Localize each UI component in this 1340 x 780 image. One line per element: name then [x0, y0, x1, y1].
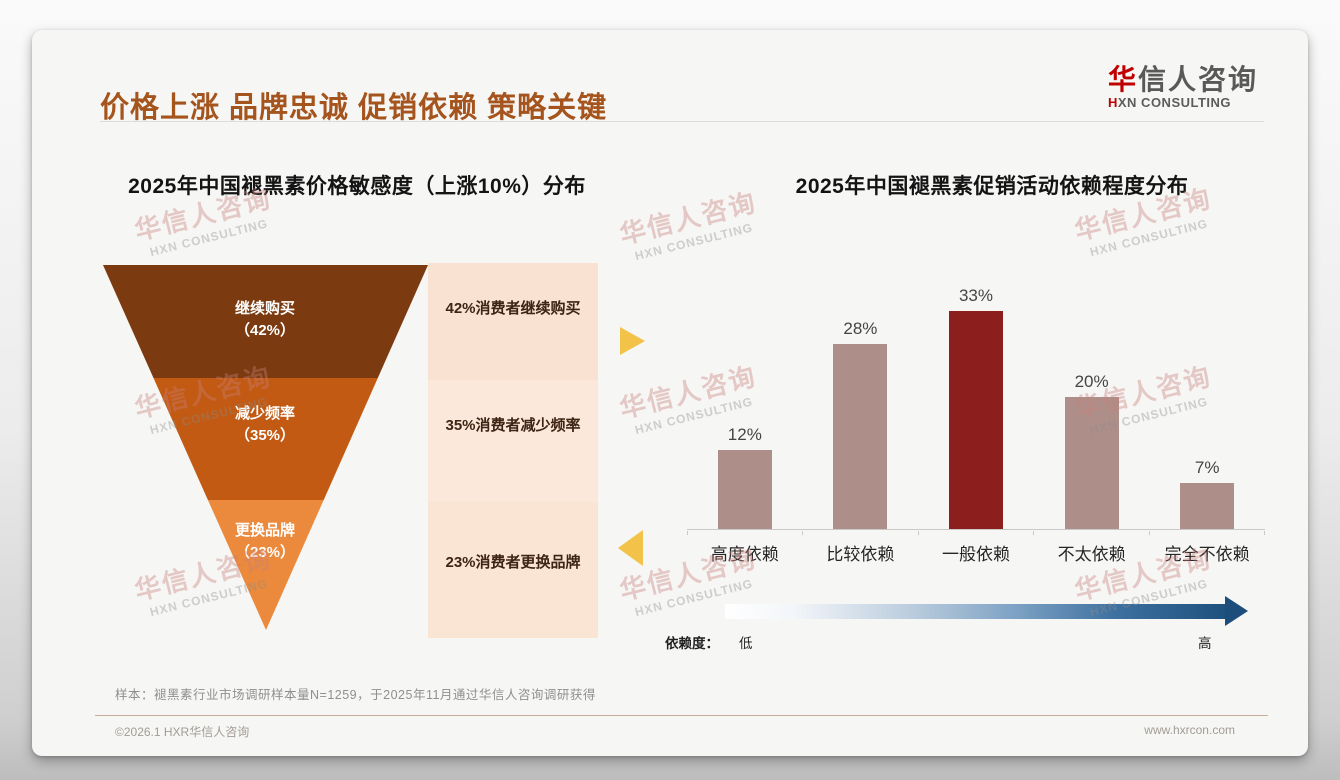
funnel-annotation-band: [428, 502, 598, 638]
slide-card: 价格上涨 品牌忠诚 促销依赖 策略关键 华信人咨询 HXN CONSULTING…: [32, 30, 1308, 756]
funnel-segment-label: 继续购买 （42%）: [234, 300, 296, 339]
bar-value-label: 7%: [1194, 457, 1220, 477]
x-axis-category-labels: 高度依赖 比较依赖 一般依赖 不太依赖 完全不依赖: [687, 540, 1265, 565]
bar-chart-plot: 12% 28% 33% 20% 7%: [687, 278, 1265, 530]
x-axis-ticks: [687, 531, 1266, 535]
gradient-arrow-head-icon: [1225, 596, 1248, 626]
bar-value-label: 28%: [843, 319, 878, 339]
bar: [833, 344, 888, 529]
funnel-segment-label: 减少频率 （35%）: [234, 405, 296, 444]
funnel-segment-label: 更换品牌 （23%）: [234, 522, 296, 561]
funnel-annotation: 42%消费者继续购买: [445, 300, 581, 317]
bar-chart-title: 2025年中国褪黑素促销活动依赖程度分布: [795, 175, 1189, 198]
funnel-annotation: 23%消费者更换品牌: [445, 554, 581, 571]
title-divider: [100, 121, 1264, 122]
bar-column: 7%: [1149, 458, 1265, 529]
company-logo: 华信人咨询 HXN CONSULTING: [1108, 64, 1258, 111]
bar-value-label: 12%: [727, 424, 762, 444]
funnel-annotation: 35%消费者减少频率: [445, 417, 581, 434]
bar-column: 28%: [803, 319, 919, 529]
sample-footnote: 样本：褪黑素行业市场调研样本量N=1259，于2025年11月通过华信人咨询调研…: [115, 688, 596, 702]
bar-highlighted: [948, 311, 1003, 529]
funnel-segment: [207, 500, 324, 630]
right-arrow-icon: [620, 327, 645, 355]
logo-chinese: 华信人咨询: [1108, 64, 1259, 95]
bar-value-label: 20%: [1074, 372, 1109, 391]
category-label: 一般依赖: [941, 545, 1010, 564]
funnel-segment: [103, 265, 428, 378]
bar: [717, 449, 772, 529]
page-title: 价格上涨 品牌忠诚 促销依赖 策略关键: [100, 92, 608, 124]
funnel-annotation-band: [428, 380, 598, 502]
left-arrow-icon: [618, 530, 643, 566]
category-label: 比较依赖: [826, 545, 895, 564]
bar-column: 12%: [687, 425, 803, 529]
bar-column: 33%: [918, 286, 1034, 529]
legend-prefix: 依赖度：: [665, 636, 719, 651]
funnel-segment: [153, 378, 378, 500]
legend-high-label: 高: [1198, 636, 1212, 651]
funnel-chart-title: 2025年中国褪黑素价格敏感度（上涨10%）分布: [128, 175, 586, 198]
bar-value-label: 33%: [958, 286, 993, 306]
logo-english: HXN CONSULTING: [1108, 95, 1232, 111]
category-label: 高度依赖: [710, 545, 779, 564]
bar: [1180, 482, 1235, 529]
bar: [1064, 397, 1119, 529]
gradient-arrow-shaft: [725, 604, 1225, 619]
legend-low-label: 低: [739, 636, 753, 651]
funnel-chart: [103, 263, 598, 638]
category-label: 完全不依赖: [1164, 545, 1250, 564]
website-url: www.hxrcon.com: [1144, 723, 1235, 737]
funnel-annotation-band: [428, 263, 598, 380]
category-label: 不太依赖: [1057, 545, 1126, 564]
bar-column: 20%: [1034, 372, 1150, 529]
copyright-text: ©2026.1 HXR华信人咨询: [115, 725, 250, 739]
footer-divider: [95, 715, 1268, 716]
